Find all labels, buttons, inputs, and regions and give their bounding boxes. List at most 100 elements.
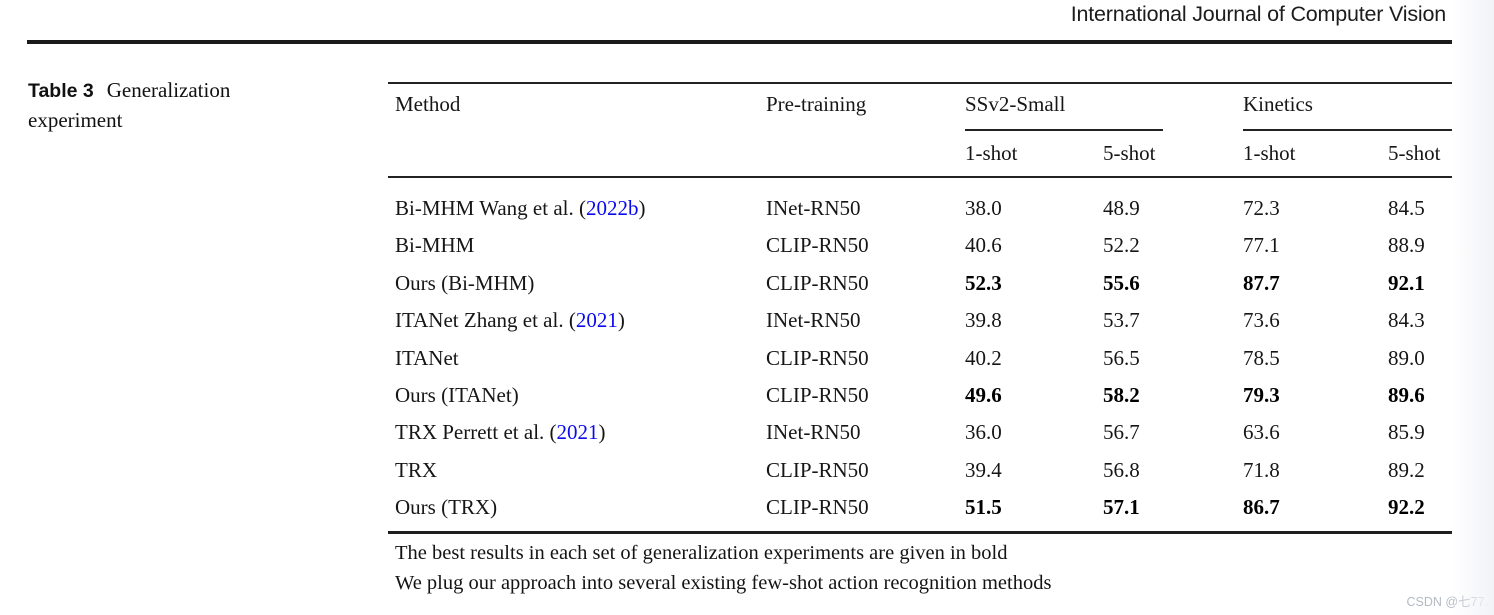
table-body: Bi-MHM Wang et al. (2022b) INet-RN50 38.… — [388, 178, 1452, 527]
method-cell: Bi-MHM Wang et al. (2022b) — [388, 190, 766, 227]
footnote-line: We plug our approach into several existi… — [395, 571, 1052, 594]
method-text: Ours (Bi-MHM) — [395, 270, 535, 295]
ssv2-5shot-value: 56.8 — [1103, 457, 1140, 482]
footnote-line: The best results in each set of generali… — [395, 542, 1008, 564]
pretraining-cell: CLIP-RN50 — [766, 457, 869, 482]
ssv2-group-rule — [965, 129, 1163, 131]
table-row-ours: Ours (ITANet) CLIP-RN50 49.6 58.2 79.3 8… — [388, 377, 1452, 414]
results-table: Method Pre-training SSv2-Small Kinetics … — [388, 82, 1452, 534]
pretraining-cell: CLIP-RN50 — [766, 345, 869, 370]
method-text: TRX Perrett et al. ( — [395, 420, 557, 445]
ssv2-5shot-value: 48.9 — [1103, 196, 1140, 220]
method-text: Ours (TRX) — [395, 495, 498, 520]
header-bottom-rule — [388, 176, 1452, 178]
ssv2-5shot-value: 56.7 — [1103, 420, 1140, 445]
kinetics-5shot-value: 84.3 — [1388, 308, 1425, 333]
table-footnotes: The best results in each set of generali… — [395, 539, 1051, 598]
journal-title: International Journal of Computer Vision — [1070, 2, 1446, 26]
kinetics-1shot-value: 73.6 — [1243, 308, 1280, 333]
watermark: CSDN @七77. — [1406, 595, 1488, 609]
right-edge-fade — [1450, 0, 1494, 615]
kinetics-1shot-value: 86.7 — [1243, 495, 1280, 520]
kinetics-5shot-value: 85.9 — [1388, 420, 1425, 445]
method-text: Ours (ITANet) — [395, 382, 519, 407]
table-row: TRX CLIP-RN50 39.4 56.8 71.8 89.2 — [388, 452, 1452, 489]
ssv2-5shot-value: 53.7 — [1103, 308, 1140, 333]
method-text: Bi-MHM — [395, 233, 475, 258]
ssv2-5shot-value: 57.1 — [1103, 495, 1140, 520]
ssv2-5shot-value: 52.2 — [1103, 233, 1140, 258]
method-cell: ITANet Zhang et al. (2021) — [388, 302, 766, 339]
citation-link[interactable]: 2021 — [575, 308, 618, 333]
ssv2-1shot-value: 51.5 — [965, 495, 1002, 520]
pretraining-cell: INet-RN50 — [766, 196, 861, 220]
table-caption-label: Table 3 — [28, 80, 94, 102]
ssv2-1shot-value: 40.6 — [965, 233, 1002, 258]
method-cell: ITANet — [388, 340, 766, 377]
kinetics-group-rule — [1243, 129, 1452, 131]
subheader-ssv2-5shot: 5-shot — [1103, 141, 1156, 165]
kinetics-1shot-value: 79.3 — [1243, 382, 1280, 407]
table-row: ITANet CLIP-RN50 40.2 56.5 78.5 89.0 — [388, 340, 1452, 377]
ssv2-5shot-value: 56.5 — [1103, 345, 1140, 370]
pretraining-cell: INet-RN50 — [766, 308, 861, 333]
column-header-method: Method — [395, 92, 461, 116]
method-suffix: ) — [638, 196, 646, 220]
table-top-rule — [388, 82, 1452, 84]
table-row: Bi-MHM CLIP-RN50 40.6 52.2 77.1 88.9 — [388, 227, 1452, 264]
ssv2-1shot-value: 39.8 — [965, 308, 1002, 333]
citation-link[interactable]: 2021 — [556, 420, 599, 445]
table-row: Bi-MHM Wang et al. (2022b) INet-RN50 38.… — [388, 190, 1452, 227]
ssv2-5shot-value: 58.2 — [1103, 382, 1140, 407]
ssv2-1shot-value: 52.3 — [965, 270, 1002, 295]
method-text: Bi-MHM Wang et al. ( — [395, 196, 586, 220]
table-row-ours: Ours (Bi-MHM) CLIP-RN50 52.3 55.6 87.7 9… — [388, 265, 1452, 302]
method-cell: TRX Perrett et al. (2021) — [388, 414, 766, 451]
ssv2-1shot-value: 39.4 — [965, 457, 1002, 482]
table-bottom-rule — [388, 531, 1452, 534]
method-cell: Ours (Bi-MHM) — [388, 265, 766, 302]
ssv2-1shot-value: 49.6 — [965, 382, 1002, 407]
table-caption: Table 3 Generalization experiment — [28, 76, 290, 135]
method-text: TRX — [395, 457, 437, 482]
subheader-ssv2-1shot: 1-shot — [965, 141, 1018, 165]
kinetics-5shot-value: 88.9 — [1388, 233, 1425, 258]
kinetics-5shot-value: 89.6 — [1388, 382, 1425, 407]
table-row: TRX Perrett et al. (2021) INet-RN50 36.0… — [388, 414, 1452, 451]
subheader-kinetics-1shot: 1-shot — [1243, 141, 1296, 165]
column-header-pretraining: Pre-training — [766, 92, 867, 116]
ssv2-1shot-value: 36.0 — [965, 420, 1002, 445]
ssv2-5shot-value: 55.6 — [1103, 270, 1140, 295]
table-caption-text: Generalization experiment — [28, 78, 231, 132]
kinetics-1shot-value: 87.7 — [1243, 270, 1280, 295]
kinetics-1shot-value: 63.6 — [1243, 420, 1280, 445]
kinetics-1shot-value: 72.3 — [1243, 196, 1280, 220]
kinetics-1shot-value: 78.5 — [1243, 345, 1280, 370]
method-cell: Ours (TRX) — [388, 489, 766, 526]
kinetics-1shot-value: 71.8 — [1243, 457, 1280, 482]
subheader-kinetics-5shot: 5-shot — [1388, 141, 1441, 165]
kinetics-5shot-value: 84.5 — [1388, 196, 1425, 220]
pretraining-cell: CLIP-RN50 — [766, 495, 869, 520]
table-row-ours: Ours (TRX) CLIP-RN50 51.5 57.1 86.7 92.2 — [388, 489, 1452, 526]
kinetics-5shot-value: 92.1 — [1388, 270, 1425, 295]
kinetics-5shot-value: 89.0 — [1388, 345, 1425, 370]
ssv2-1shot-value: 40.2 — [965, 345, 1002, 370]
method-cell: TRX — [388, 452, 766, 489]
kinetics-5shot-value: 89.2 — [1388, 457, 1425, 482]
pretraining-cell: CLIP-RN50 — [766, 382, 869, 407]
column-group-ssv2-small: SSv2-Small — [965, 92, 1066, 116]
table-row: ITANet Zhang et al. (2021) INet-RN50 39.… — [388, 302, 1452, 339]
column-group-kinetics: Kinetics — [1243, 92, 1313, 116]
pretraining-cell: INet-RN50 — [766, 420, 861, 445]
method-text: ITANet — [395, 345, 459, 370]
pretraining-cell: CLIP-RN50 — [766, 233, 869, 258]
kinetics-1shot-value: 77.1 — [1243, 233, 1280, 258]
ssv2-1shot-value: 38.0 — [965, 196, 1002, 220]
method-suffix: ) — [598, 420, 606, 445]
method-cell: Ours (ITANet) — [388, 377, 766, 414]
kinetics-5shot-value: 92.2 — [1388, 495, 1425, 520]
method-text: ITANet Zhang et al. ( — [395, 308, 576, 333]
method-suffix: ) — [617, 308, 625, 333]
citation-link[interactable]: 2022b — [585, 196, 639, 220]
